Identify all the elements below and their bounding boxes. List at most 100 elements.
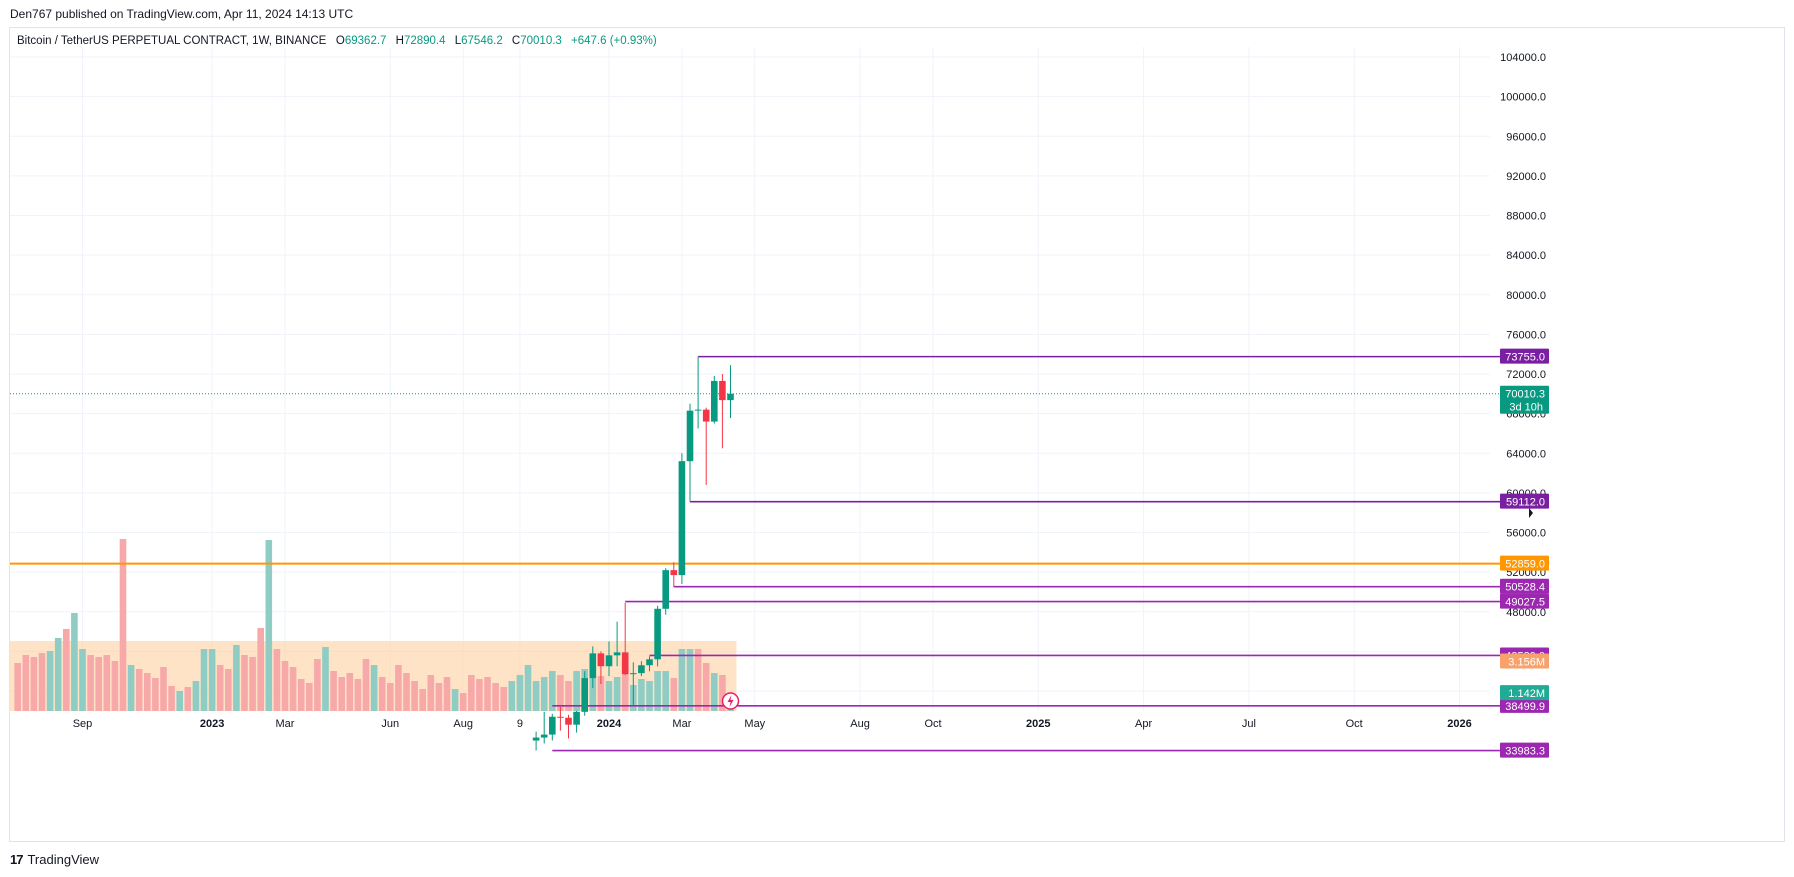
volume-bar [378, 677, 386, 711]
volume-bar [346, 673, 354, 711]
volume-bar [192, 681, 200, 711]
y-axis-label: 100000.0 [1500, 92, 1546, 104]
candle[interactable] [557, 716, 564, 718]
volume-bar [225, 669, 232, 711]
x-axis-label: 2024 [597, 718, 622, 730]
volume-bar [216, 665, 224, 711]
candle[interactable] [670, 570, 678, 576]
volume-value-tag-text: 3.156M [1508, 656, 1545, 668]
candle[interactable] [686, 410, 694, 462]
level-price-tag[interactable] [1500, 348, 1549, 364]
volume-bar [249, 657, 256, 711]
level-price-tag[interactable] [1500, 578, 1549, 594]
volume-bar [654, 671, 661, 711]
volume-bar [540, 677, 548, 711]
volume-bar [265, 540, 273, 711]
tradingview-brand: TradingView [27, 852, 100, 867]
volume-bar [338, 677, 345, 711]
candle[interactable] [646, 659, 653, 666]
volume-bar [613, 677, 621, 711]
volume-bar [411, 681, 418, 711]
open-value: 69362.7 [344, 35, 387, 47]
x-axis-label: May [744, 718, 765, 730]
volume-value-tag[interactable] [1500, 685, 1549, 701]
volume-bar [621, 669, 629, 711]
volume-bar [395, 665, 402, 711]
y-axis-label: 48000.0 [1506, 607, 1546, 619]
y-axis-label: 88000.0 [1506, 211, 1546, 223]
x-axis-label: 9 [517, 718, 523, 730]
volume-bar [419, 689, 426, 711]
candle[interactable] [702, 409, 710, 422]
candle[interactable] [719, 380, 726, 401]
x-axis-label: Oct [924, 718, 941, 730]
candle[interactable] [597, 653, 605, 667]
level-price-tag[interactable] [1500, 555, 1549, 571]
chart-frame[interactable] [9, 27, 1785, 842]
volume-bar [79, 649, 86, 711]
candle[interactable] [694, 409, 702, 411]
volume-bar [233, 645, 240, 711]
candle[interactable] [540, 734, 548, 738]
volume-bar [71, 613, 78, 711]
candle[interactable] [532, 737, 540, 741]
volume-bar [686, 649, 694, 711]
volume-bar [176, 691, 183, 711]
candle[interactable] [678, 461, 686, 576]
volume-bar [565, 681, 572, 711]
volume-bar [273, 649, 281, 711]
volume-bar [87, 655, 94, 711]
candle[interactable] [662, 570, 669, 609]
volume-bar [30, 657, 38, 711]
volume-bar [370, 665, 378, 711]
symbol-name[interactable]: Bitcoin / TetherUS PERPETUAL CONTRACT, 1… [17, 35, 327, 47]
volume-bar [719, 675, 726, 711]
volume-bar [516, 675, 524, 711]
level-price-tag[interactable] [1500, 493, 1549, 509]
level-price-tag[interactable] [1500, 697, 1549, 713]
level-price-tag[interactable] [1500, 593, 1549, 609]
candle[interactable] [621, 652, 629, 675]
candle[interactable] [630, 673, 637, 675]
candle[interactable] [549, 716, 556, 735]
volume-bar [459, 693, 467, 711]
x-axis-label: Jul [1242, 718, 1256, 730]
x-axis-label: Mar [276, 718, 295, 730]
level-price-tag-text: 49027.5 [1505, 597, 1545, 609]
y-axis-label: 76000.0 [1506, 329, 1546, 341]
volume-bar [387, 683, 394, 711]
volume-bar [281, 661, 289, 711]
volume-bar [144, 673, 151, 711]
volume-bar [362, 659, 370, 711]
candle[interactable] [727, 393, 734, 401]
x-axis-label: 2023 [200, 718, 224, 730]
level-price-tag-text: 33983.3 [1505, 746, 1545, 758]
candle[interactable] [711, 380, 718, 422]
volume-bar [468, 675, 475, 711]
close-label: C [511, 35, 521, 47]
level-price-tag-text: 38499.9 [1505, 701, 1545, 713]
volume-bar [135, 669, 143, 711]
volume-bar [589, 667, 597, 711]
level-price-tag[interactable] [1500, 742, 1549, 758]
y-axis-label: 64000.0 [1506, 448, 1546, 460]
candle[interactable] [605, 655, 613, 667]
candle[interactable] [589, 653, 597, 679]
level-price-tag-text: 73755.0 [1505, 352, 1545, 364]
footer-branding[interactable]: 17 TradingView [10, 852, 99, 867]
x-axis-label: Oct [1346, 718, 1363, 730]
candle[interactable] [654, 608, 661, 660]
candle[interactable] [565, 717, 572, 725]
last-price-tag[interactable] [1500, 385, 1549, 414]
volume-bar [200, 649, 208, 711]
candle[interactable] [573, 711, 580, 725]
last-price-tag-text: 70010.3 [1505, 389, 1545, 401]
candle[interactable] [581, 678, 588, 712]
candle[interactable] [613, 652, 621, 656]
candle[interactable] [638, 665, 645, 674]
volume-bar [500, 687, 507, 711]
x-axis-label: Aug [453, 718, 473, 730]
cursor-pointer-icon [1529, 508, 1533, 518]
volume-value-tag[interactable] [1500, 653, 1549, 669]
